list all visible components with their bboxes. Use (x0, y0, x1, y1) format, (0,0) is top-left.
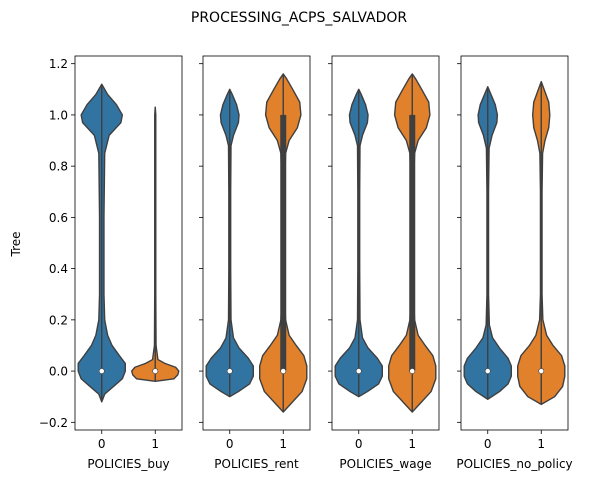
y-tick-label: 0.6 (49, 211, 68, 225)
violin-median-dot (409, 368, 416, 374)
x-tick-label: 0 (98, 437, 106, 451)
panel-1: −0.2 0.0 0.2 0.4 0.6 0.8 1.0 1.2 0 1 POLICIES_buy (39, 55, 183, 471)
y-tick-label: 0.4 (49, 262, 68, 276)
x-tick-label: 1 (151, 437, 159, 451)
y-tick-label: 0.8 (49, 160, 68, 174)
violin-median-dot (280, 368, 287, 374)
figure-title: PROCESSING_ACPS_SALVADOR (191, 10, 408, 26)
violin-iqr-box (409, 114, 416, 372)
axes-frame (331, 55, 440, 431)
x-axis-label: POLICIES_no_policy (456, 457, 572, 471)
x-tick-label: 0 (355, 437, 363, 451)
violin-median-dot (355, 368, 362, 374)
violin-median-dot (484, 368, 491, 374)
axes-frame (74, 55, 183, 431)
violin-median-dot (152, 368, 159, 374)
axes-frame (460, 55, 569, 431)
panel-4: 0 1 POLICIES_no_policy (456, 55, 573, 471)
x-tick-label: 1 (537, 437, 545, 451)
violin-median-dot (538, 368, 545, 374)
violin-median-dot (226, 368, 233, 374)
x-tick-label: 1 (279, 437, 287, 451)
panel-2: 0 1 POLICIES_rent (199, 55, 311, 471)
y-tick-label: 1.0 (49, 108, 68, 122)
panel-3: 0 1 POLICIES_wage (328, 55, 440, 471)
y-tick-label: 0.2 (49, 313, 68, 327)
violin-iqr-box (280, 114, 287, 372)
panels: −0.2 0.0 0.2 0.4 0.6 0.8 1.0 1.2 0 1 POLICIES_buy 0… (39, 55, 573, 471)
x-axis-label: POLICIES_rent (214, 457, 299, 471)
violin-median-dot (98, 368, 105, 374)
x-tick-label: 0 (484, 437, 492, 451)
axes-frame (202, 55, 311, 431)
y-tick-label: 1.2 (49, 57, 68, 71)
x-tick-label: 1 (408, 437, 416, 451)
y-tick-label: 0.0 (49, 365, 68, 379)
x-tick-label: 0 (226, 437, 234, 451)
x-axis-label: POLICIES_buy (87, 457, 169, 471)
y-tick-label: −0.2 (39, 416, 68, 430)
y-axis-label: Tree (9, 231, 23, 257)
x-axis-label: POLICIES_wage (339, 457, 431, 471)
